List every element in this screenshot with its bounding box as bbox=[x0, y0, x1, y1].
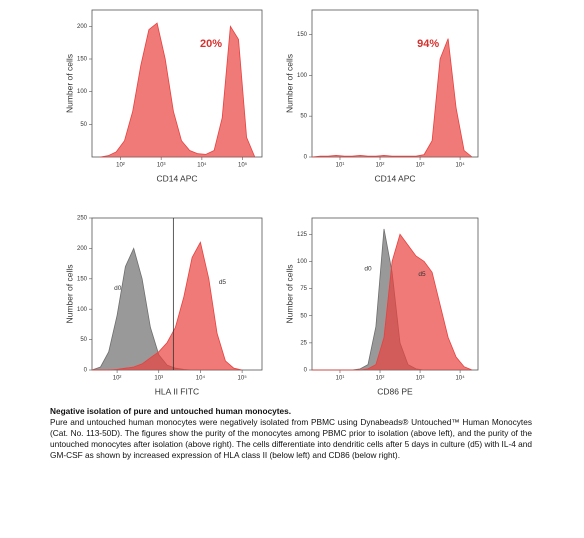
x-tick-label: 10³ bbox=[157, 163, 166, 169]
y-tick-label: 50 bbox=[300, 313, 307, 319]
caption: Negative isolation of pure and untouched… bbox=[50, 406, 532, 461]
y-tick-label: 100 bbox=[297, 73, 308, 79]
y-tick-label: 150 bbox=[297, 32, 308, 38]
y-tick-label: 125 bbox=[297, 232, 308, 238]
y-tick-label: 0 bbox=[304, 368, 308, 374]
figure: 50 100 150 200 10² 10³ 10⁴ 10⁵ CD14 APC Number of… bbox=[64, 9, 479, 396]
x-tick-label: 10³ bbox=[154, 376, 163, 382]
y-axis-label: Number of cells bbox=[64, 54, 74, 113]
y-axis-label: Number of cells bbox=[284, 264, 294, 323]
x-tick-label: 10² bbox=[113, 376, 122, 382]
x-tick-label: 10² bbox=[376, 376, 385, 382]
histogram-area bbox=[312, 233, 473, 371]
x-tick-label: 10⁴ bbox=[197, 162, 207, 169]
y-tick-label: 25 bbox=[300, 340, 307, 346]
percent-annotation: 20% bbox=[200, 38, 222, 50]
x-tick-label: 10² bbox=[376, 163, 385, 169]
series-label: d5 bbox=[219, 279, 227, 286]
percent-annotation: 94% bbox=[417, 38, 439, 50]
histogram-area bbox=[100, 22, 256, 158]
y-axis-label: Number of cells bbox=[284, 54, 294, 113]
y-tick-label: 200 bbox=[77, 24, 88, 30]
caption-text: Pure and untouched human monocytes were … bbox=[50, 417, 532, 460]
series-label: d0 bbox=[114, 285, 122, 292]
x-tick-label: 10⁴ bbox=[455, 375, 465, 382]
x-tick-label: 10³ bbox=[416, 376, 425, 382]
y-tick-label: 150 bbox=[77, 276, 88, 282]
y-tick-label: 250 bbox=[77, 216, 88, 222]
x-tick-label: 10⁴ bbox=[196, 375, 206, 382]
y-tick-label: 75 bbox=[300, 286, 307, 292]
y-tick-label: 100 bbox=[77, 89, 88, 95]
x-tick-label: 10² bbox=[116, 163, 125, 169]
x-tick-label: 10³ bbox=[416, 163, 425, 169]
x-axis-label: CD86 PE bbox=[377, 386, 413, 396]
y-tick-label: 100 bbox=[297, 259, 308, 265]
x-axis-label: CD14 APC bbox=[156, 173, 197, 183]
histogram-area bbox=[311, 38, 473, 158]
x-tick-label: 10⁵ bbox=[238, 375, 248, 382]
x-tick-label: 10¹ bbox=[336, 376, 345, 382]
y-tick-label: 50 bbox=[300, 114, 307, 120]
y-tick-label: 0 bbox=[304, 155, 308, 161]
series-label: d0 bbox=[364, 266, 372, 273]
caption-title: Negative isolation of pure and untouched… bbox=[50, 406, 292, 416]
x-tick-label: 10⁵ bbox=[238, 162, 248, 169]
y-tick-label: 50 bbox=[80, 122, 87, 128]
y-tick-label: 100 bbox=[77, 307, 88, 313]
x-axis-label: CD14 APC bbox=[374, 173, 415, 183]
y-tick-label: 150 bbox=[77, 57, 88, 63]
y-axis-label: Number of cells bbox=[64, 264, 74, 323]
x-tick-label: 10⁴ bbox=[455, 162, 465, 169]
y-tick-label: 200 bbox=[77, 246, 88, 252]
y-tick-label: 0 bbox=[84, 368, 88, 374]
x-axis-label: HLA II FITC bbox=[155, 386, 199, 396]
x-tick-label: 10¹ bbox=[336, 163, 345, 169]
y-tick-label: 50 bbox=[80, 337, 87, 343]
series-label: d5 bbox=[418, 271, 426, 278]
histogram-area bbox=[92, 241, 243, 371]
